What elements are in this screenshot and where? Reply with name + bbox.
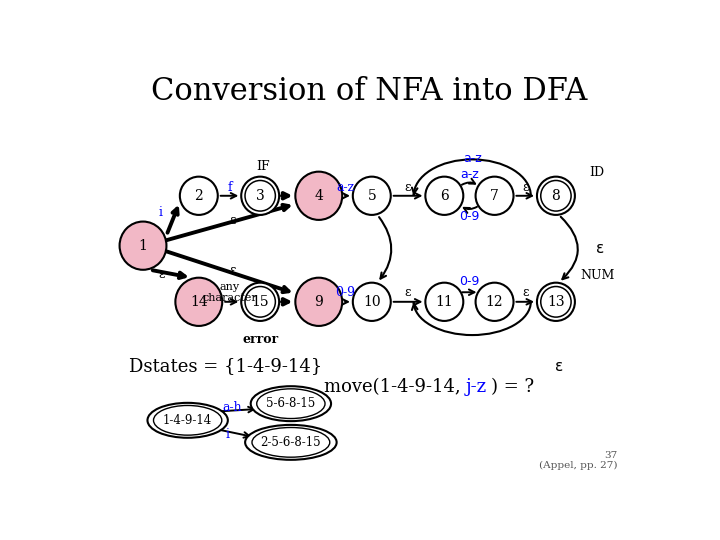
Ellipse shape (476, 177, 513, 215)
Text: ε: ε (229, 214, 235, 227)
Text: 4: 4 (315, 189, 323, 203)
Text: ε: ε (522, 181, 528, 194)
Text: ε: ε (158, 268, 165, 281)
Text: 12: 12 (486, 295, 503, 309)
Text: 13: 13 (547, 295, 564, 309)
Text: 9: 9 (315, 295, 323, 309)
Ellipse shape (476, 282, 513, 321)
Text: 0-9: 0-9 (459, 210, 480, 223)
Ellipse shape (176, 278, 222, 326)
Text: 37
(Appel, pp. 27): 37 (Appel, pp. 27) (539, 451, 617, 470)
Text: ε: ε (229, 264, 235, 277)
Ellipse shape (537, 282, 575, 321)
Ellipse shape (180, 177, 217, 215)
Ellipse shape (148, 403, 228, 438)
Text: 6: 6 (440, 189, 449, 203)
Text: any
character: any character (202, 282, 257, 303)
Text: ID: ID (589, 166, 604, 179)
Text: move(1-4-9-14,: move(1-4-9-14, (324, 378, 467, 396)
Text: ε: ε (596, 241, 605, 256)
Text: 2-5-6-8-15: 2-5-6-8-15 (261, 436, 321, 449)
Text: 0-9: 0-9 (336, 286, 356, 299)
Ellipse shape (353, 282, 391, 321)
Text: i: i (226, 428, 230, 441)
Ellipse shape (241, 177, 279, 215)
Text: i: i (159, 206, 163, 219)
Text: 1: 1 (138, 239, 148, 253)
Text: IF: IF (256, 160, 270, 173)
Text: f: f (228, 181, 232, 194)
Text: 8: 8 (552, 189, 560, 203)
Ellipse shape (251, 386, 331, 421)
Text: ε: ε (405, 181, 411, 194)
Ellipse shape (295, 172, 342, 220)
Text: 11: 11 (436, 295, 453, 309)
Ellipse shape (295, 278, 342, 326)
Text: a-z: a-z (336, 181, 355, 194)
Text: j-z: j-z (466, 378, 487, 396)
Text: 2: 2 (194, 189, 203, 203)
Text: 5-6-8-15: 5-6-8-15 (266, 397, 315, 410)
Ellipse shape (426, 177, 463, 215)
Ellipse shape (426, 282, 463, 321)
Text: 1-4-9-14: 1-4-9-14 (163, 414, 212, 427)
Text: Dstates = {1-4-9-14}: Dstates = {1-4-9-14} (129, 357, 323, 375)
Text: ε: ε (405, 286, 411, 299)
Text: a-z: a-z (460, 168, 479, 181)
Ellipse shape (245, 425, 337, 460)
Text: 5: 5 (367, 189, 376, 203)
Text: Conversion of NFA into DFA: Conversion of NFA into DFA (150, 76, 588, 107)
Text: ε: ε (522, 286, 528, 299)
Text: 14: 14 (190, 295, 207, 309)
Ellipse shape (120, 221, 166, 270)
Ellipse shape (241, 282, 279, 321)
Ellipse shape (537, 177, 575, 215)
Text: a-h: a-h (222, 401, 242, 414)
Text: 0-9: 0-9 (459, 275, 480, 288)
Text: error: error (242, 333, 278, 346)
Text: 15: 15 (251, 295, 269, 309)
Text: 3: 3 (256, 189, 264, 203)
Text: 7: 7 (490, 189, 499, 203)
Text: ) = ?: ) = ? (491, 378, 534, 396)
Text: a-z: a-z (463, 152, 482, 165)
Text: ε: ε (554, 359, 563, 374)
Text: NUM: NUM (580, 269, 615, 282)
Ellipse shape (353, 177, 391, 215)
Text: 10: 10 (363, 295, 381, 309)
